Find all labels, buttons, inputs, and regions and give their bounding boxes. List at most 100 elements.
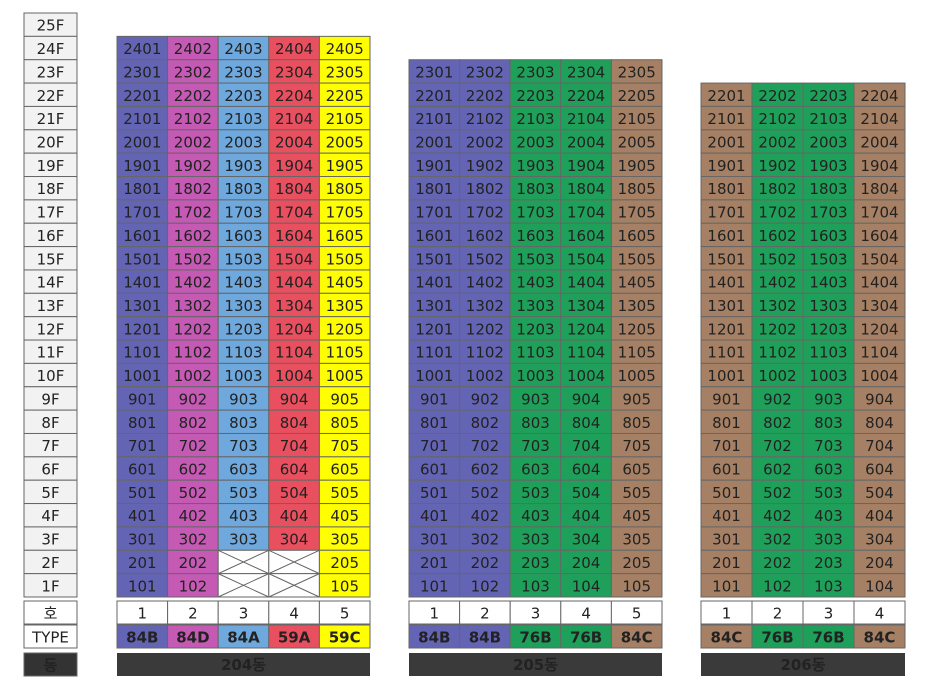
- unit-number: 701: [712, 437, 741, 455]
- unit-number: 1001: [415, 367, 453, 385]
- unit-number: 702: [179, 437, 208, 455]
- unit-type: 76B: [812, 629, 844, 647]
- unit-number: 2205: [326, 87, 364, 105]
- unit-number: 2002: [758, 133, 796, 151]
- unit-number: 703: [229, 437, 258, 455]
- unit-number: 2101: [707, 110, 745, 128]
- unit-number: 903: [521, 390, 550, 408]
- unit-number: 305: [622, 531, 651, 549]
- unit-number: 1301: [415, 297, 453, 315]
- unit-number: 1102: [174, 344, 212, 362]
- unit-number: 402: [471, 507, 500, 525]
- unit-label: 4: [581, 605, 591, 623]
- unit-number: 1901: [415, 157, 453, 175]
- empty-cross: [217, 573, 270, 598]
- unit-number: 1505: [618, 250, 656, 268]
- unit-number: 1003: [809, 367, 847, 385]
- unit-number: 804: [572, 414, 601, 432]
- unit-number: 1504: [567, 250, 605, 268]
- unit-number: 503: [229, 484, 258, 502]
- empty-cross: [217, 549, 270, 575]
- unit-label-box: [853, 600, 906, 625]
- unit-number: 1704: [860, 204, 898, 222]
- unit-number: 302: [179, 531, 208, 549]
- floor-label: 13F: [37, 297, 65, 315]
- unit-number: 1704: [275, 204, 313, 222]
- unit-number: 2301: [415, 63, 453, 81]
- unit-number: 1902: [174, 157, 212, 175]
- unit-number: 1503: [516, 250, 554, 268]
- unit-number: 1002: [174, 367, 212, 385]
- unit-number: 1701: [415, 204, 453, 222]
- unit-number: 503: [521, 484, 550, 502]
- floor-label: 5F: [41, 484, 59, 502]
- unit-number: 505: [622, 484, 651, 502]
- unit-number: 1401: [123, 274, 161, 292]
- unit-number: 704: [865, 437, 894, 455]
- floor-label-box: [23, 573, 78, 598]
- unit-number: 1305: [618, 297, 656, 315]
- floor-label: 1F: [41, 577, 59, 595]
- unit-label: 5: [632, 605, 642, 623]
- unit-number: 801: [128, 414, 157, 432]
- unit-number: 103: [814, 577, 843, 595]
- unit-number: 1303: [516, 297, 554, 315]
- unit-number: 901: [128, 390, 157, 408]
- unit-number: 1102: [758, 344, 796, 362]
- unit-number: 2102: [466, 110, 504, 128]
- unit-number: 1903: [516, 157, 554, 175]
- unit-number: 1705: [618, 204, 656, 222]
- unit-number: 1803: [516, 180, 554, 198]
- unit-number: 1603: [809, 227, 847, 245]
- unit-number: 203: [521, 554, 550, 572]
- unit-number: 904: [865, 390, 894, 408]
- unit-number: 2305: [618, 63, 656, 81]
- unit-number: 201: [712, 554, 741, 572]
- unit-number: 604: [280, 461, 309, 479]
- unit-number: 304: [280, 531, 309, 549]
- unit-number: 1303: [809, 297, 847, 315]
- unit-label: 5: [340, 605, 350, 623]
- unit-number: 1302: [174, 297, 212, 315]
- unit-number: 904: [280, 390, 309, 408]
- unit-number: 1202: [758, 320, 796, 338]
- unit-number: 1402: [758, 274, 796, 292]
- unit-number: 605: [330, 461, 359, 479]
- unit-number: 902: [763, 390, 792, 408]
- unit-number: 303: [521, 531, 550, 549]
- unit-label-box: [318, 600, 371, 625]
- unit-number: 2104: [275, 110, 313, 128]
- unit-number: 1502: [174, 250, 212, 268]
- unit-number: 2204: [860, 87, 898, 105]
- floor-label: 25F: [37, 17, 65, 35]
- unit-number: 1602: [758, 227, 796, 245]
- unit-number: 2003: [516, 133, 554, 151]
- unit-type-box: [610, 624, 663, 649]
- unit-label: 1: [722, 605, 732, 623]
- unit-number: 2405: [326, 40, 364, 58]
- unit-number: 1901: [123, 157, 161, 175]
- unit-number: 504: [865, 484, 894, 502]
- unit-number: 304: [865, 531, 894, 549]
- type-label-box: [23, 624, 78, 649]
- unit-number: 2204: [567, 87, 605, 105]
- unit-number: 1702: [466, 204, 504, 222]
- unit-number: 1105: [618, 344, 656, 362]
- unit-number: 102: [763, 577, 792, 595]
- unit-number: 1405: [618, 274, 656, 292]
- building-name: 206동: [780, 656, 825, 674]
- floor-label: 17F: [37, 204, 65, 222]
- unit-number: 104: [865, 577, 894, 595]
- unit-number: 201: [128, 554, 157, 572]
- unit-number: 202: [763, 554, 792, 572]
- unit-number: 1505: [326, 250, 364, 268]
- unit-number: 1601: [123, 227, 161, 245]
- unit-number: 1701: [707, 204, 745, 222]
- unit-number: 702: [763, 437, 792, 455]
- unit-number: 1804: [275, 180, 313, 198]
- unit-number: 905: [622, 390, 651, 408]
- unit-label-box: [610, 600, 663, 625]
- unit-label: 2: [773, 605, 783, 623]
- unit-number: 2203: [516, 87, 554, 105]
